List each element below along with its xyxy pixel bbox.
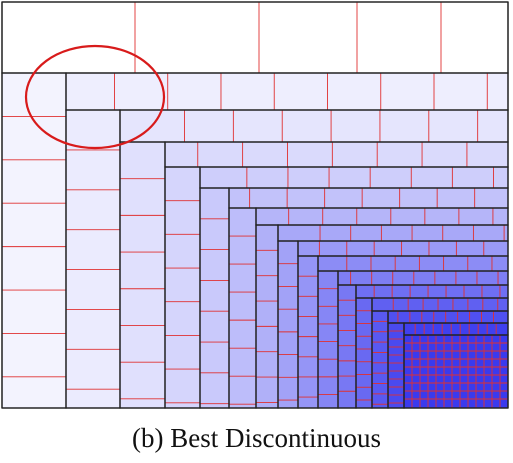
tile-26 [120, 110, 508, 142]
tile-151 [298, 256, 318, 408]
figure-caption: (b) Best Discontinuous [132, 423, 381, 453]
tile-61 [165, 167, 200, 408]
tile-grid [2, 2, 508, 408]
tile-6 [2, 73, 66, 408]
region-outlines [1, 1, 509, 409]
tile-207 [356, 298, 372, 408]
tile-7 [66, 73, 508, 110]
tile-97 [229, 208, 256, 408]
tile-79 [200, 188, 229, 408]
tile-115 [256, 225, 278, 408]
tile-0 [2, 2, 508, 73]
tile-44 [165, 142, 508, 167]
divider-lines [2, 2, 508, 408]
tile-43 [120, 142, 165, 408]
tile-273 [404, 335, 508, 408]
tile-169 [318, 271, 338, 408]
tile-25 [66, 110, 120, 408]
tile-80 [229, 188, 508, 208]
tile-170 [338, 271, 508, 285]
tile-98 [256, 208, 508, 225]
tile-152 [318, 256, 508, 271]
tile-188 [338, 285, 356, 408]
discontinuous-tiling-diagram [1, 1, 509, 409]
highlight-ellipse [24, 44, 166, 150]
tile-189 [356, 285, 508, 298]
tile-228 [388, 311, 508, 323]
tile-62 [200, 167, 508, 188]
tile-208 [372, 298, 508, 311]
tile-116 [278, 225, 508, 241]
tile-133 [278, 241, 298, 408]
tile-250 [404, 323, 508, 335]
tile-134 [298, 241, 508, 256]
